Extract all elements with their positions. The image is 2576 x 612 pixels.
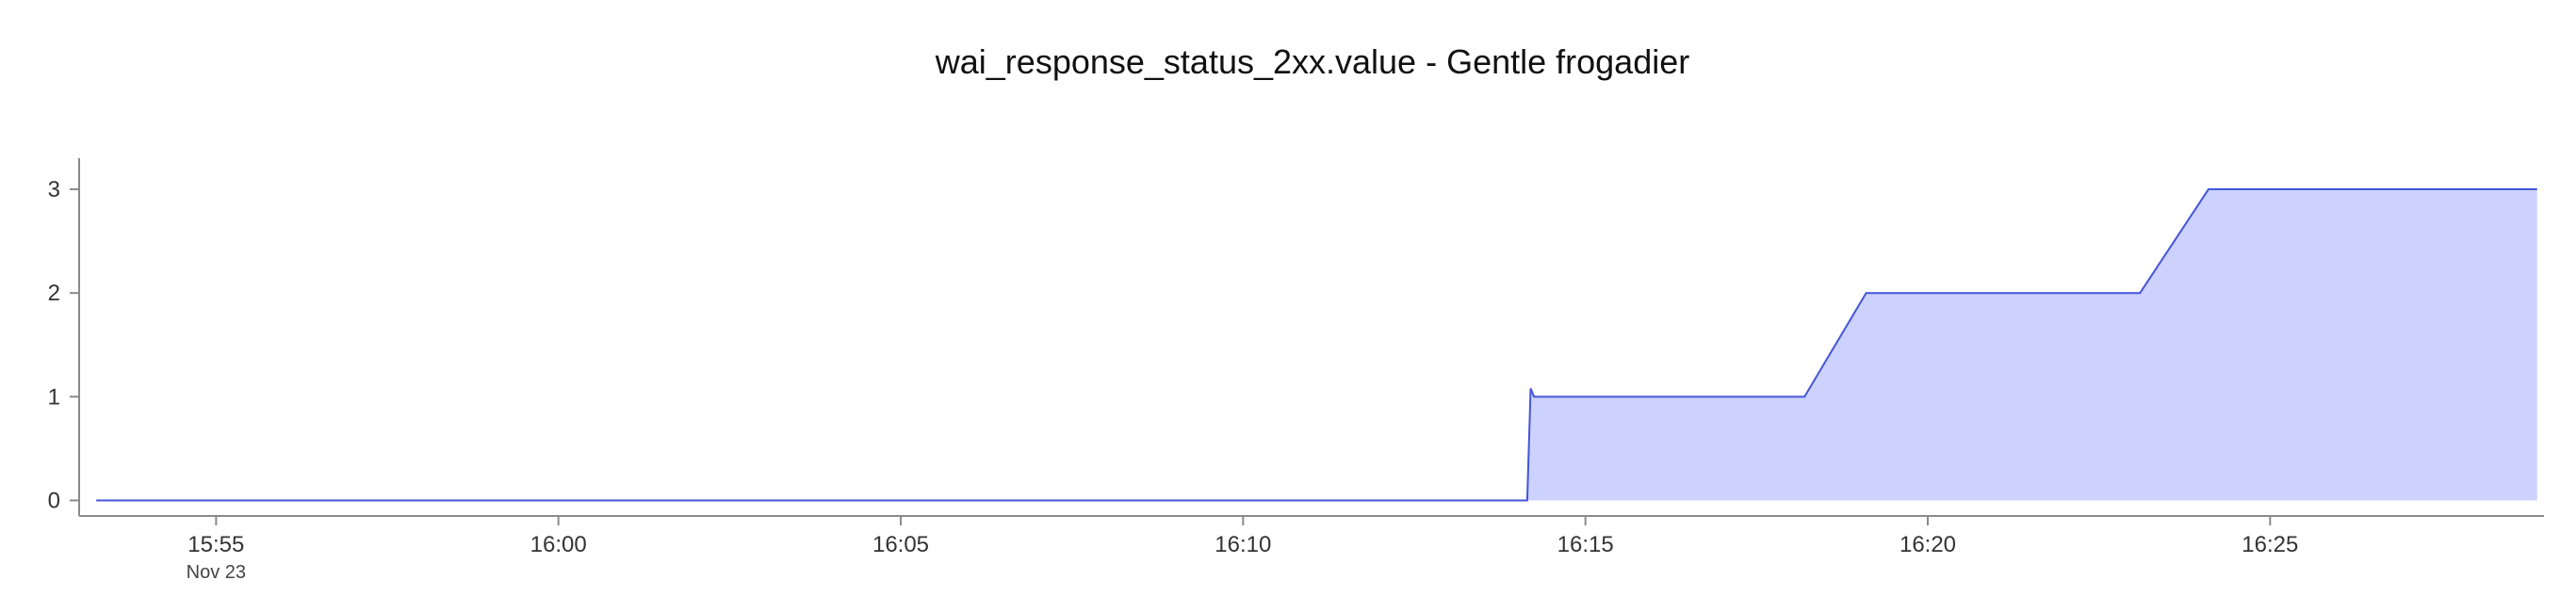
x-tick-label: 15:55 xyxy=(187,532,244,557)
y-tick-label: 3 xyxy=(48,177,60,202)
x-tick-label: 16:20 xyxy=(1899,532,1956,557)
axes: 0 1 2 3 15:55 Nov 23 16:00 16:05 16:10 16:15 16:20… xyxy=(48,158,2544,583)
x-tick-label: 16:05 xyxy=(872,532,929,557)
chart-title: wai_response_status_2xx.value - Gentle f… xyxy=(935,42,1689,81)
y-tick-label: 2 xyxy=(48,281,60,306)
series-area-0 xyxy=(96,189,2537,501)
plot-area xyxy=(96,188,2537,502)
x-tick-label: 16:25 xyxy=(2242,532,2298,557)
x-tick-label: 16:00 xyxy=(530,532,587,557)
x-tick-date-label: Nov 23 xyxy=(187,562,246,583)
y-tick-label: 0 xyxy=(48,488,60,513)
x-tick-label: 16:10 xyxy=(1215,532,1271,557)
y-tick-label: 1 xyxy=(48,384,60,410)
x-tick-label: 16:15 xyxy=(1557,532,1614,557)
